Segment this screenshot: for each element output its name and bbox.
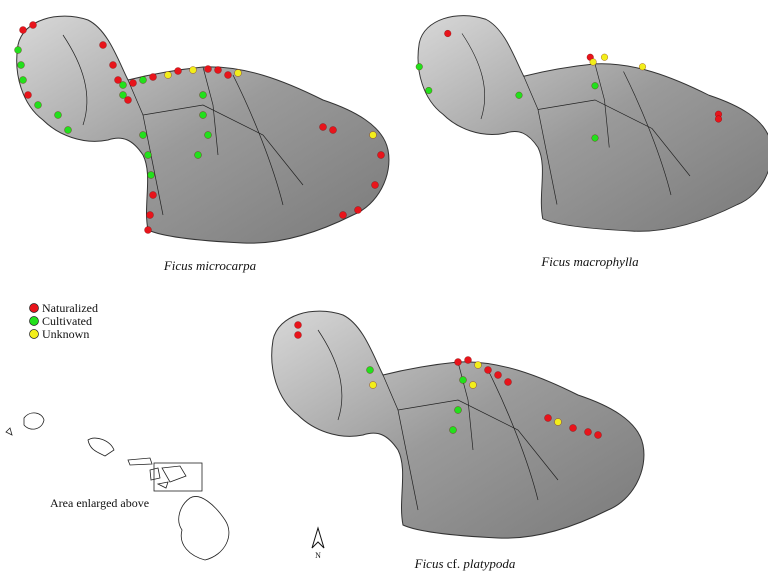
- occurrence-dot: [110, 62, 117, 69]
- qualifier: cf.: [447, 556, 460, 571]
- occurrence-dot: [516, 92, 523, 99]
- occurrence-dot: [475, 362, 482, 369]
- occurrence-dot: [460, 377, 467, 384]
- occurrence-dot: [18, 62, 25, 69]
- occurrence-dot: [147, 212, 154, 219]
- occurrence-dot: [320, 124, 327, 131]
- occurrence-dot: [140, 132, 147, 139]
- legend-label: Unknown: [42, 327, 89, 341]
- occurrence-dot: [444, 30, 451, 37]
- occurrence-dot: [370, 382, 377, 389]
- occurrence-dot: [505, 379, 512, 386]
- map-microcarpa: [15, 16, 389, 243]
- occurrence-dot: [295, 332, 302, 339]
- occurrence-dot: [20, 27, 27, 34]
- occurrence-dot: [15, 47, 22, 54]
- occurrence-dot: [367, 367, 374, 374]
- occurrence-dot: [595, 432, 602, 439]
- occurrence-dot: [215, 67, 222, 74]
- occurrence-dot: [330, 127, 337, 134]
- occurrence-dot: [592, 82, 599, 89]
- north-label: N: [315, 551, 321, 560]
- occurrence-dot: [372, 182, 379, 189]
- occurrence-dot: [465, 357, 472, 364]
- occurrence-dot: [200, 112, 207, 119]
- occurrence-dot: [590, 59, 597, 66]
- occurrence-dot: [190, 67, 197, 74]
- occurrence-dot: [165, 72, 172, 79]
- occurrence-dot: [585, 429, 592, 436]
- occurrence-dot: [205, 66, 212, 73]
- occurrence-dot: [370, 132, 377, 139]
- occurrence-dot: [570, 425, 577, 432]
- figure: Ficus microcarpa Ficus macrophylla Ficus…: [0, 0, 768, 574]
- occurrence-dot: [378, 152, 385, 159]
- occurrence-dot: [485, 367, 492, 374]
- caption: Ficus microcarpa: [163, 258, 257, 273]
- occurrence-dot: [425, 87, 432, 94]
- occurrence-dot: [140, 77, 147, 84]
- occurrence-dot: [55, 112, 62, 119]
- occurrence-dot: [25, 92, 32, 99]
- occurrence-dot: [65, 127, 72, 134]
- occurrence-dot: [225, 72, 232, 79]
- occurrence-dot: [455, 359, 462, 366]
- legend-label: Cultivated: [42, 314, 92, 328]
- occurrence-dot: [495, 372, 502, 379]
- occurrence-dot: [470, 382, 477, 389]
- map-macrophylla: [416, 16, 768, 232]
- occurrence-dot: [416, 63, 423, 70]
- occurrence-dot: [150, 192, 157, 199]
- legend-swatch: [30, 317, 39, 326]
- legend-swatch: [30, 304, 39, 313]
- occurrence-dot: [195, 152, 202, 159]
- occurrence-dot: [150, 74, 157, 81]
- occurrence-dot: [130, 80, 137, 87]
- occurrence-dot: [715, 116, 722, 123]
- occurrence-dot: [235, 70, 242, 77]
- occurrence-dot: [35, 102, 42, 109]
- occurrence-dot: [450, 427, 457, 434]
- occurrence-dot: [355, 207, 362, 214]
- occurrence-dot: [175, 68, 182, 75]
- occurrence-dot: [545, 415, 552, 422]
- occurrence-dot: [120, 82, 127, 89]
- occurrence-dot: [340, 212, 347, 219]
- caption: Ficus cf. platypoda: [414, 556, 516, 571]
- occurrence-dot: [200, 92, 207, 99]
- occurrence-dot: [125, 97, 132, 104]
- hawaii-inset: [6, 413, 229, 560]
- occurrence-dot: [30, 22, 37, 29]
- epithet: platypoda: [462, 556, 515, 571]
- occurrence-dot: [455, 407, 462, 414]
- occurrence-dot: [592, 135, 599, 142]
- occurrence-dot: [639, 63, 646, 70]
- genus: Ficus: [414, 556, 444, 571]
- occurrence-dot: [145, 152, 152, 159]
- occurrence-dot: [295, 322, 302, 329]
- occurrence-dot: [20, 77, 27, 84]
- occurrence-dot: [205, 132, 212, 139]
- north-arrow: [312, 528, 324, 548]
- caption: Ficus macrophylla: [540, 254, 639, 269]
- occurrence-dot: [148, 172, 155, 179]
- occurrence-dot: [145, 227, 152, 234]
- legend-label: Naturalized: [42, 301, 98, 315]
- map-platypoda: [272, 311, 644, 538]
- occurrence-dot: [100, 42, 107, 49]
- occurrence-dot: [555, 419, 562, 426]
- inset-label: Area enlarged above: [50, 496, 149, 510]
- legend-swatch: [30, 330, 39, 339]
- occurrence-dot: [601, 54, 608, 61]
